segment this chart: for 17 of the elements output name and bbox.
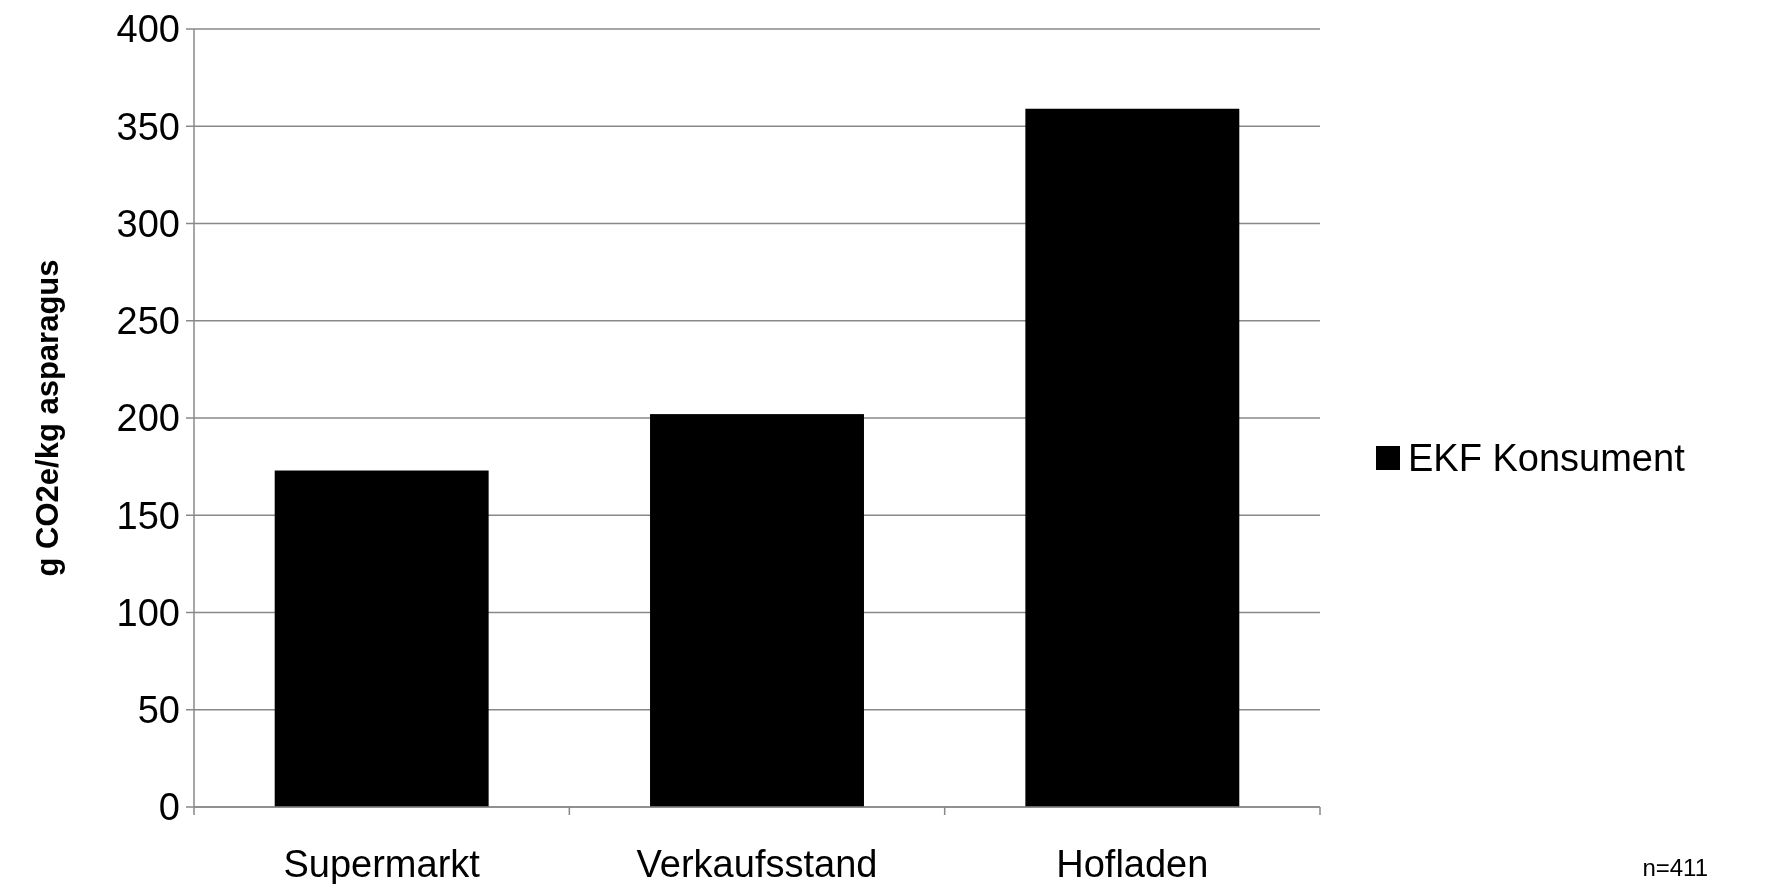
y-tick-label: 100 xyxy=(116,591,180,634)
y-tick-label: 250 xyxy=(116,300,180,343)
bar xyxy=(274,470,489,807)
text: n=411 xyxy=(1642,854,1708,881)
y-tick-label: 50 xyxy=(137,689,180,732)
y-tick-label: 200 xyxy=(116,397,180,440)
y-tick-label: 350 xyxy=(116,105,180,148)
y-tick-label: 150 xyxy=(116,494,180,537)
x-tick-label: Hofladen xyxy=(1056,843,1209,885)
bar xyxy=(1025,108,1240,807)
bar xyxy=(650,414,864,807)
y-tick-label: 300 xyxy=(116,202,180,245)
legend-label: EKF Konsument xyxy=(1408,437,1686,480)
y-tick-label: 400 xyxy=(116,8,180,51)
y-tick-label: 0 xyxy=(158,786,180,829)
x-tick-label: Verkaufsstand xyxy=(636,843,878,885)
y-axis-title: g CO2e/kg asparagus xyxy=(30,259,65,577)
